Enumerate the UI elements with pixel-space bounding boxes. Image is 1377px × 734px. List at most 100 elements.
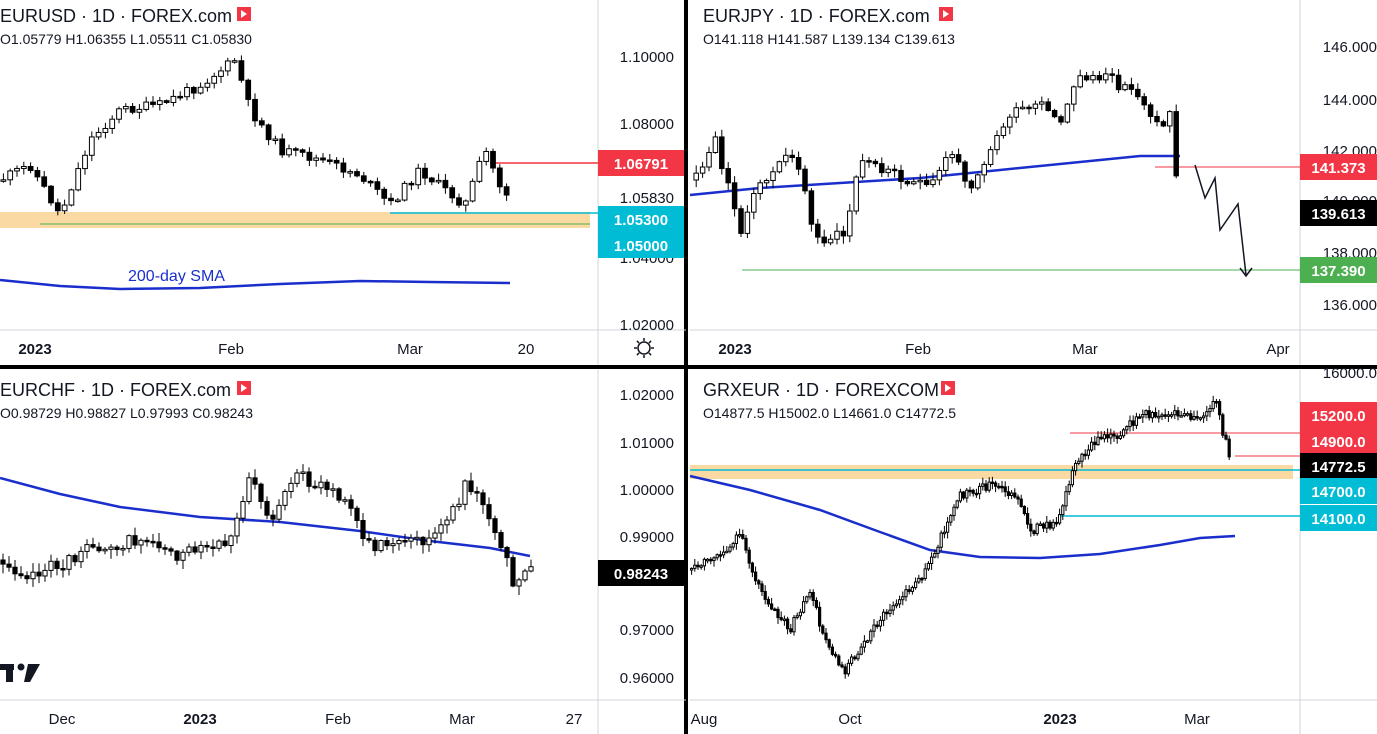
candle-body — [30, 571, 36, 580]
candle-body — [1153, 412, 1158, 418]
candle-body — [830, 646, 835, 655]
candle-body — [312, 485, 318, 489]
candle — [763, 585, 767, 605]
tv-logo-dot — [17, 663, 25, 671]
settings-icon[interactable] — [634, 338, 654, 358]
candle — [744, 205, 751, 239]
candle — [706, 146, 712, 172]
candle — [78, 546, 84, 569]
candle-body — [170, 95, 177, 103]
candle — [815, 218, 821, 244]
candle — [853, 655, 857, 661]
candle — [907, 585, 911, 595]
candle — [1224, 431, 1228, 441]
candle — [492, 515, 498, 540]
candle-body — [483, 150, 490, 162]
candle-body — [1131, 420, 1135, 426]
candle-body — [211, 75, 218, 84]
candle-body — [1115, 435, 1119, 439]
candle — [476, 156, 483, 184]
candle — [72, 553, 78, 567]
candle — [120, 545, 126, 556]
candle — [802, 165, 808, 195]
candle — [1137, 413, 1142, 419]
gear-ring[interactable] — [637, 341, 651, 355]
price-label-text: 14772.5 — [1311, 459, 1365, 476]
candle-body — [129, 105, 136, 113]
candle — [114, 544, 120, 556]
candle — [216, 539, 222, 552]
candle-body — [378, 540, 384, 552]
candle-body — [42, 569, 48, 577]
candle — [808, 589, 812, 600]
candle — [469, 178, 476, 203]
candle — [1057, 508, 1062, 526]
candle-body — [504, 547, 510, 559]
candle-body — [66, 555, 72, 570]
candle — [1090, 70, 1096, 84]
candle-body — [367, 180, 374, 184]
candle — [875, 620, 879, 629]
candle-body — [910, 587, 915, 592]
candle — [827, 638, 831, 651]
candle — [1109, 428, 1113, 445]
x-tick-label: Feb — [905, 341, 931, 358]
candle — [388, 193, 394, 206]
candle-body — [955, 500, 959, 508]
candle — [60, 559, 66, 578]
candle — [34, 166, 41, 182]
candle-body — [1160, 414, 1164, 417]
candle — [224, 57, 231, 76]
candle-body — [955, 154, 962, 163]
candle — [993, 480, 998, 493]
candle-body — [228, 535, 234, 547]
candle-body — [1147, 104, 1154, 117]
candle — [1051, 519, 1055, 531]
candle — [1185, 411, 1190, 417]
price-label-text: 139.613 — [1311, 206, 1365, 223]
candle-body — [808, 591, 812, 598]
gear-tooth[interactable] — [636, 340, 640, 344]
candle — [522, 568, 528, 583]
candle — [408, 180, 415, 191]
candle-body — [306, 151, 313, 161]
x-tick-label: Aug — [691, 711, 718, 728]
candle — [751, 187, 757, 220]
candle — [504, 545, 510, 567]
candle-body — [1071, 86, 1077, 105]
candle-body — [789, 154, 795, 159]
candle — [496, 164, 503, 194]
candle-body — [1003, 486, 1007, 493]
candle — [432, 527, 438, 544]
candle — [849, 654, 854, 667]
candle — [252, 469, 258, 490]
candle-body — [54, 202, 61, 212]
candle — [1176, 406, 1180, 421]
candle — [330, 483, 336, 498]
candle — [779, 611, 783, 622]
candle-body — [510, 557, 516, 587]
candle-body — [270, 514, 276, 520]
candle-body — [930, 179, 936, 186]
candle — [898, 164, 904, 190]
candle — [170, 89, 177, 107]
gear-tooth[interactable] — [648, 352, 652, 356]
candle-body — [725, 550, 729, 554]
price-label-text: 14700.0 — [1311, 484, 1365, 501]
candle — [401, 180, 408, 202]
candle — [1103, 67, 1109, 84]
price-label-text: 137.390 — [1311, 263, 1365, 280]
candle-body — [1057, 514, 1062, 524]
candle-body — [347, 171, 354, 174]
candle — [190, 85, 197, 100]
candle-body — [336, 488, 342, 501]
candle — [54, 557, 60, 576]
candle — [872, 158, 879, 168]
candle — [1208, 404, 1212, 418]
gear-tooth[interactable] — [636, 352, 640, 356]
candle-body — [1073, 462, 1078, 472]
candle — [1118, 430, 1123, 441]
gear-tooth[interactable] — [648, 340, 652, 344]
candle-body — [1058, 116, 1064, 123]
candle — [997, 482, 1001, 490]
